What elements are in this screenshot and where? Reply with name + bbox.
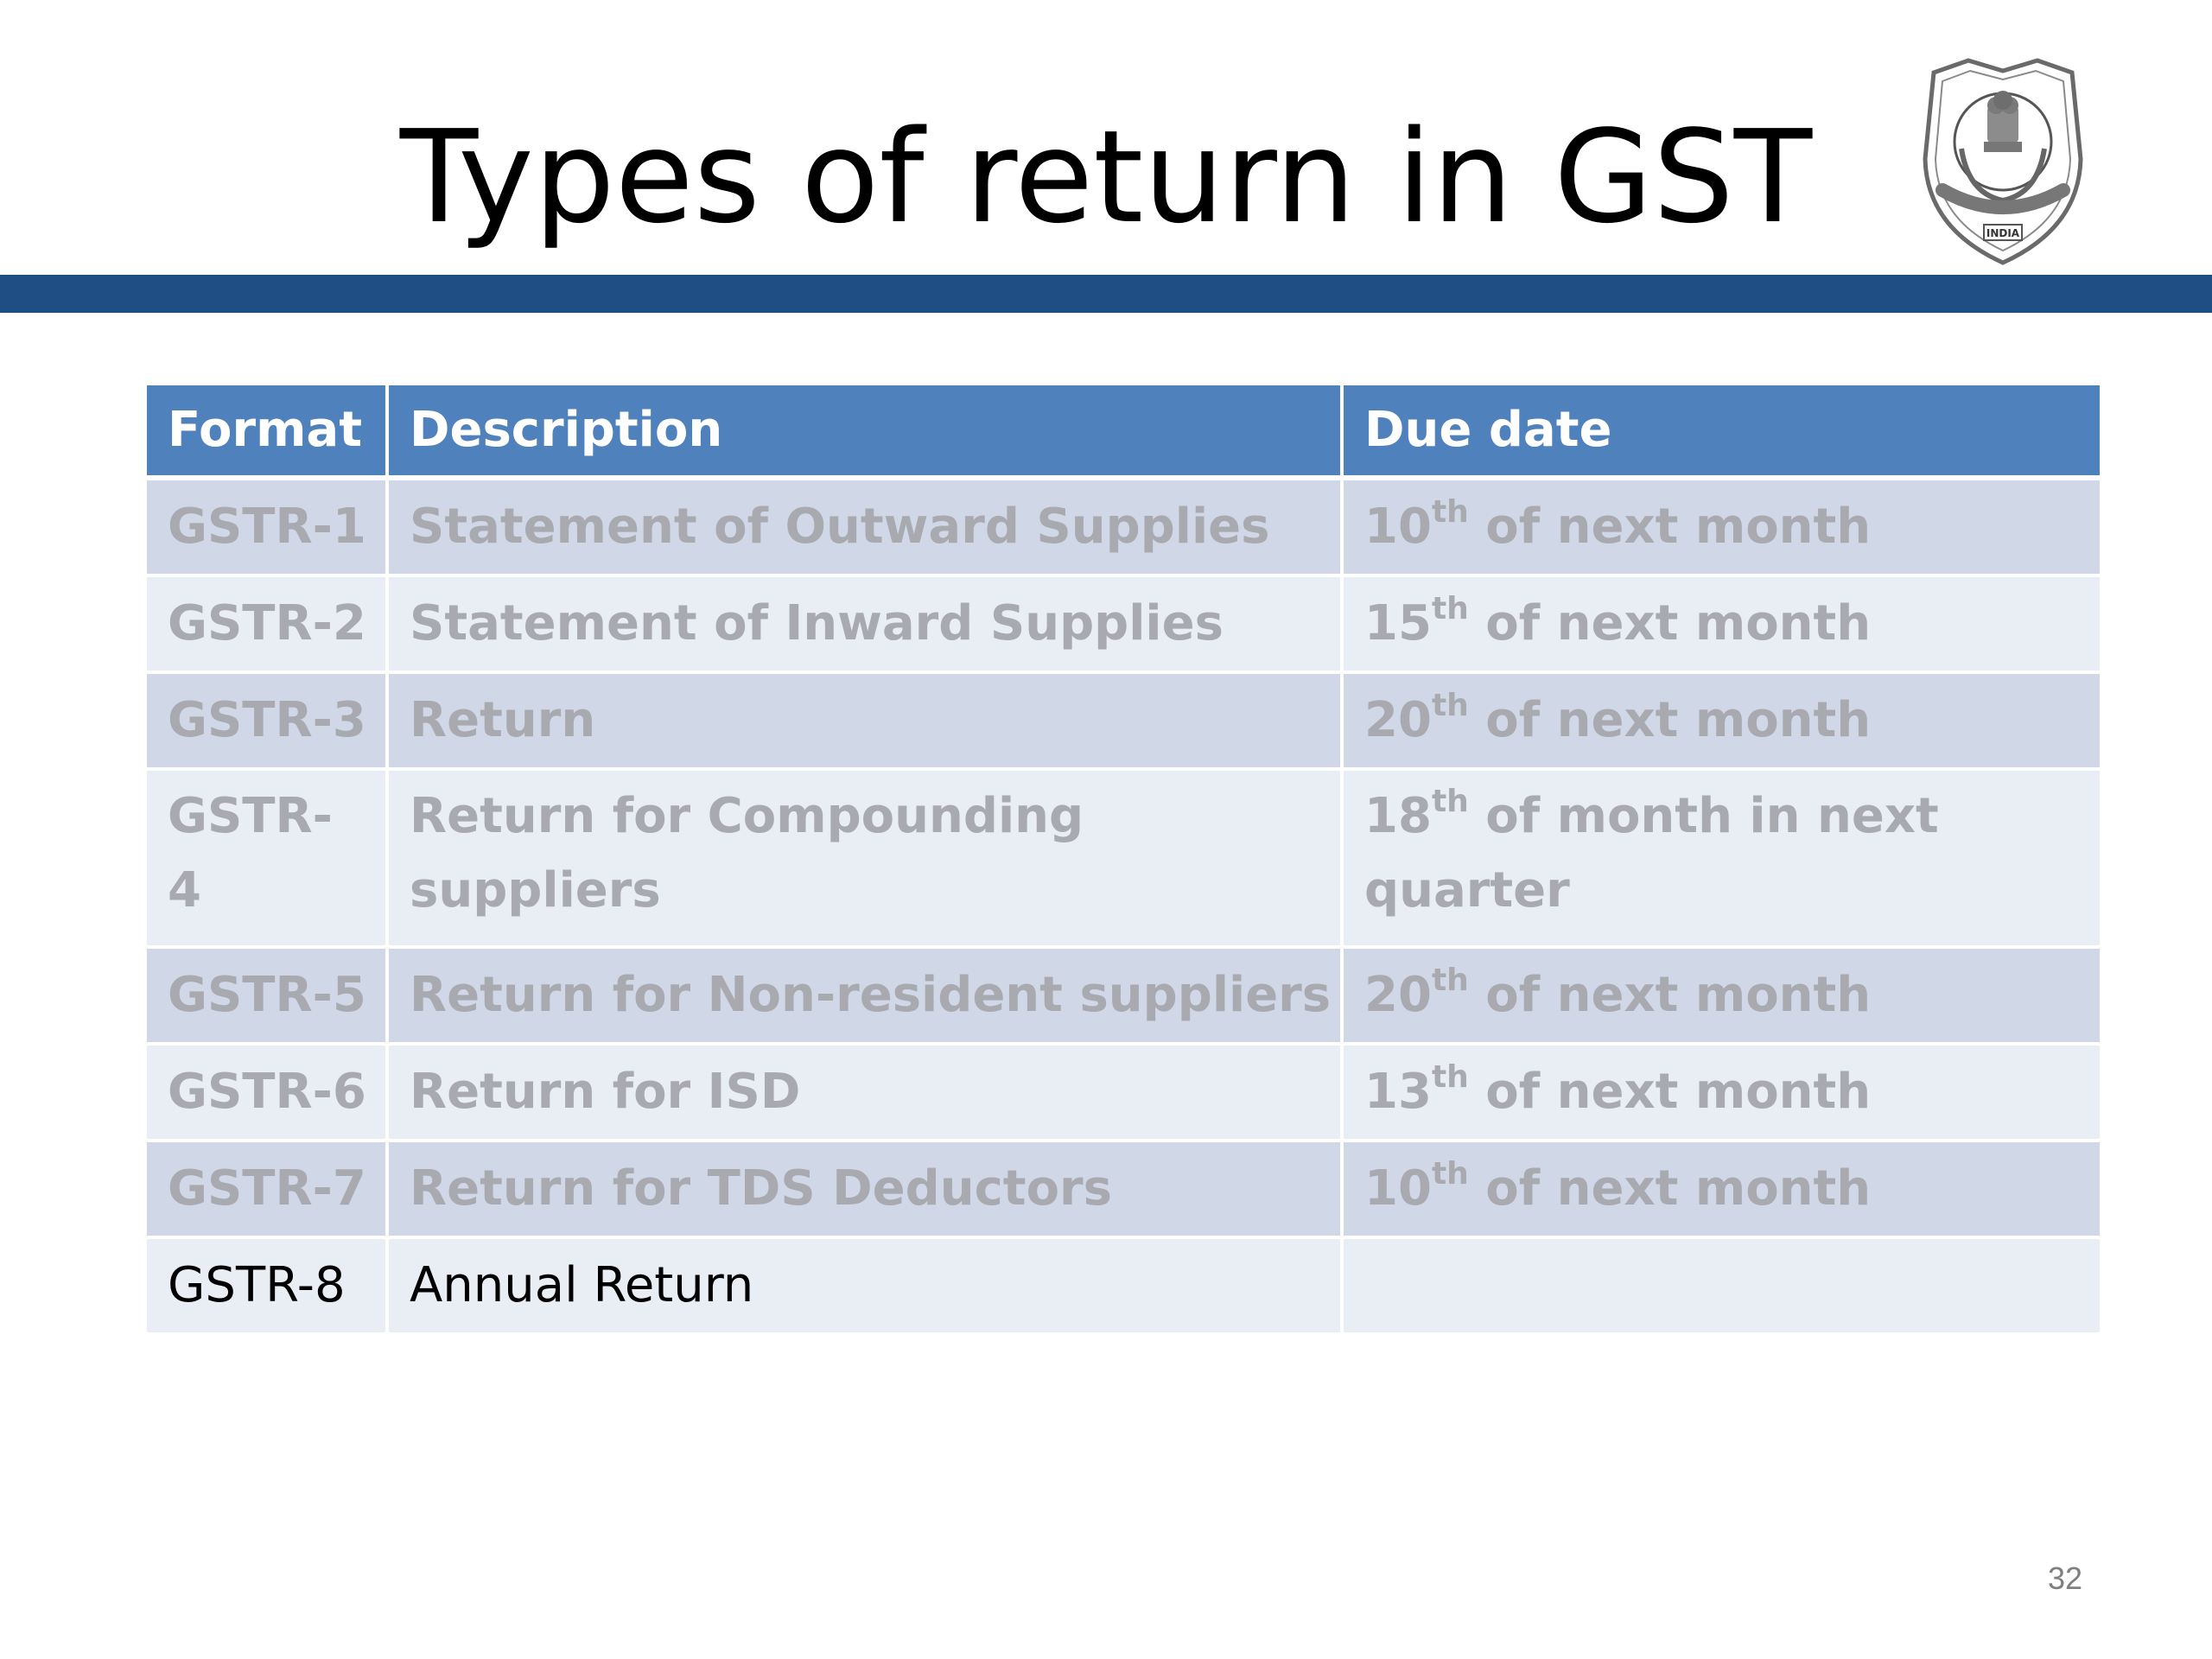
due-date-cell: 20th of next month — [1340, 672, 2100, 771]
due-date-cell: 10th of next month — [1340, 478, 2100, 577]
format-cell: GSTR-7 — [147, 1141, 389, 1239]
table-row: GSTR-3 Return 20th of next month — [147, 672, 2100, 771]
svg-text:INDIA: INDIA — [1986, 227, 2020, 239]
page-number: 32 — [2047, 1560, 2082, 1596]
due-date-cell — [1340, 1237, 2100, 1336]
format-cell: GSTR-8 — [147, 1237, 389, 1336]
table-row: GSTR-4 Return for Compounding suppliers … — [147, 769, 2100, 949]
table-row: GSTR-8 Annual Return — [147, 1237, 2100, 1336]
slide-title: Types of return in GST — [399, 103, 1813, 251]
description-cell: Return for Non-resident suppliers — [385, 947, 1344, 1046]
format-cell: GSTR-3 — [147, 672, 389, 771]
header-due-date: Due date — [1340, 385, 2100, 480]
table-row: GSTR-6 Return for ISD 13th of next month — [147, 1044, 2100, 1142]
description-cell: Annual Return — [385, 1237, 1344, 1336]
format-cell: GSTR-1 — [147, 478, 389, 577]
due-date-cell: 13th of next month — [1340, 1044, 2100, 1142]
government-emblem-icon: INDIA — [1916, 55, 2089, 270]
format-cell: GSTR-5 — [147, 947, 389, 1046]
header-format: Format — [147, 385, 389, 480]
due-date-cell: 18th of month in next quarter — [1340, 769, 2100, 949]
header-bar — [0, 275, 2212, 313]
format-cell: GSTR-6 — [147, 1044, 389, 1142]
description-cell: Return for ISD — [385, 1044, 1344, 1142]
table-row: GSTR-7 Return for TDS Deductors 10th of … — [147, 1141, 2100, 1239]
due-date-cell: 15th of next month — [1340, 575, 2100, 674]
description-cell: Return for TDS Deductors — [385, 1141, 1344, 1239]
table-row: GSTR-2 Statement of Inward Supplies 15th… — [147, 575, 2100, 674]
due-date-cell: 20th of next month — [1340, 947, 2100, 1046]
description-cell: Return for Compounding suppliers — [385, 769, 1344, 949]
format-cell: GSTR-2 — [147, 575, 389, 674]
due-date-cell: 10th of next month — [1340, 1141, 2100, 1239]
header-description: Description — [385, 385, 1344, 480]
table-row: GSTR-5 Return for Non-resident suppliers… — [147, 947, 2100, 1046]
description-cell: Statement of Inward Supplies — [385, 575, 1344, 674]
description-cell: Statement of Outward Supplies — [385, 478, 1344, 577]
format-cell: GSTR-4 — [147, 769, 389, 949]
table-row: GSTR-1 Statement of Outward Supplies 10t… — [147, 478, 2100, 577]
gst-returns-table: Format Description Due date GSTR-1 State… — [147, 385, 2100, 1336]
table-header-row: Format Description Due date — [147, 385, 2100, 480]
description-cell: Return — [385, 672, 1344, 771]
